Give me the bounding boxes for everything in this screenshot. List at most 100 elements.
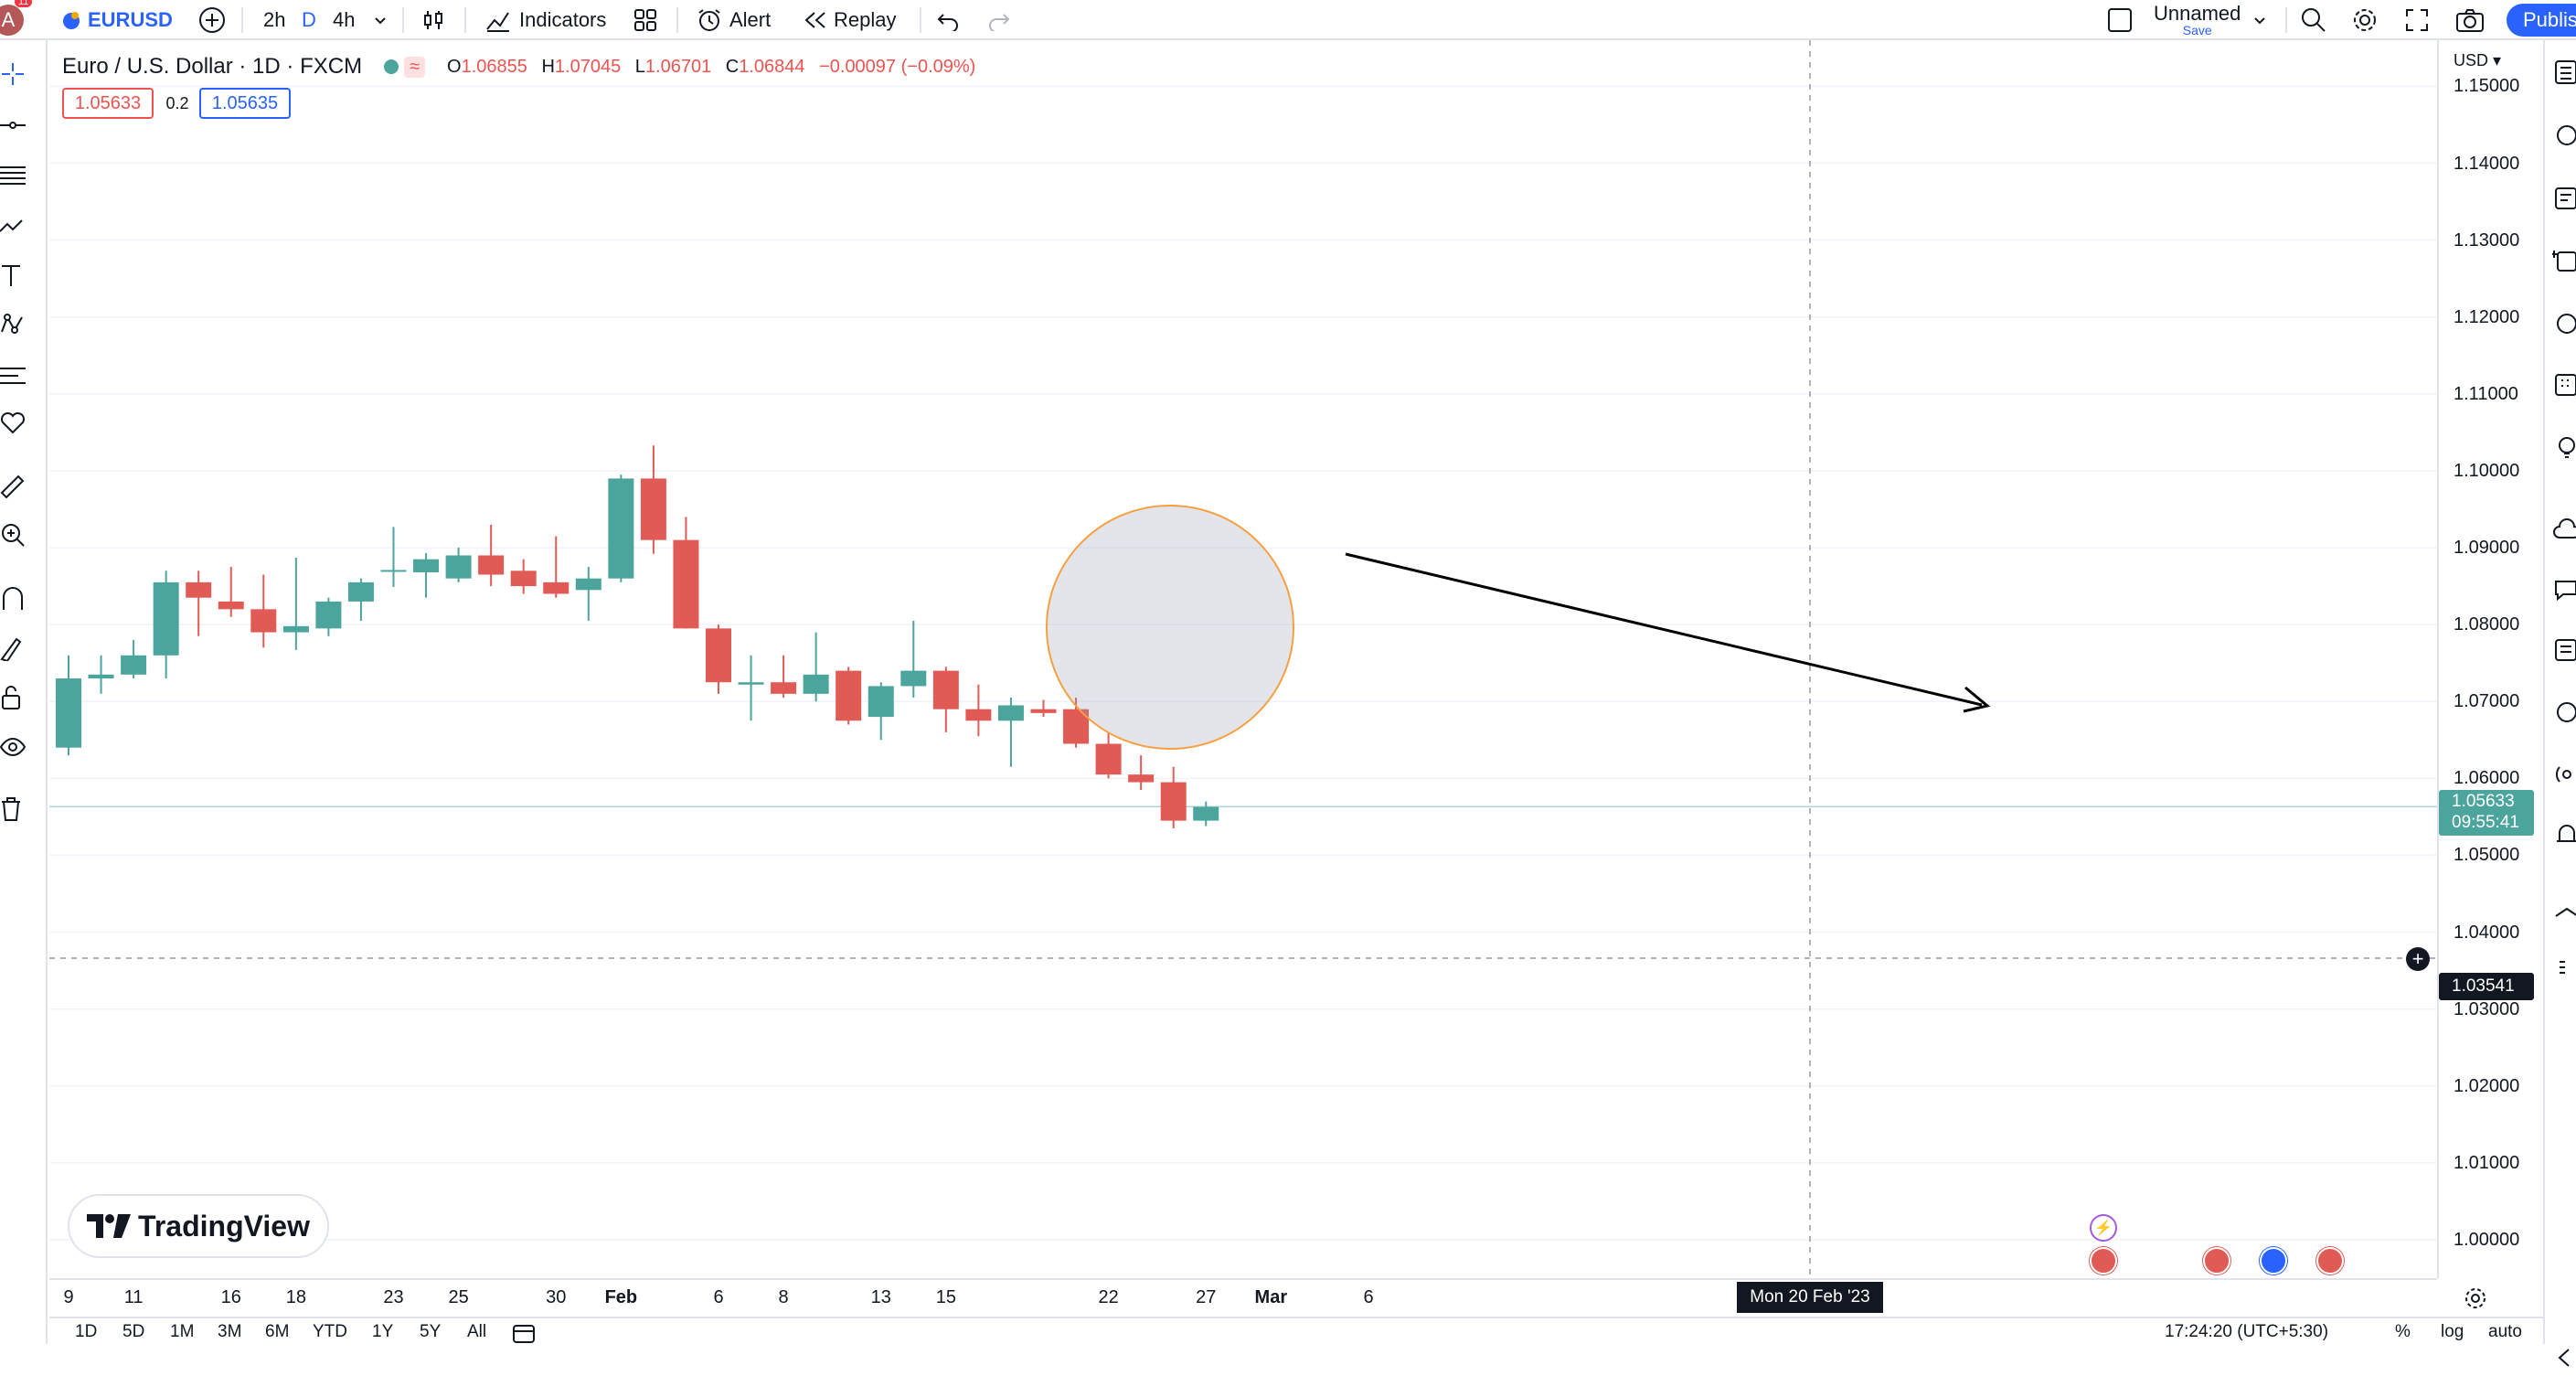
lightning-event-icon[interactable]: ⚡ — [2090, 1214, 2117, 1242]
add-alert-plus-icon[interactable]: + — [2406, 947, 2430, 971]
notes-button[interactable] — [2552, 636, 2576, 667]
range-button[interactable]: 6M — [265, 1322, 290, 1341]
brand-text: TradingView — [138, 1209, 310, 1243]
range-button[interactable]: 5Y — [420, 1322, 442, 1341]
help-button[interactable] — [2552, 699, 2576, 730]
bar-countdown: 09:55:41 — [2452, 813, 2519, 833]
crosshair-tool[interactable] — [0, 60, 26, 88]
chart-settings-button[interactable] — [2463, 1285, 2488, 1316]
settings-button[interactable] — [2351, 0, 2379, 40]
time-tick-label: 25 — [448, 1287, 469, 1307]
candle-body — [186, 581, 212, 598]
candle-body — [282, 625, 309, 633]
range-button[interactable]: 3M — [218, 1322, 242, 1341]
avatar[interactable]: A 11 — [0, 0, 33, 40]
us-flag-event-icon[interactable] — [2090, 1247, 2117, 1275]
hints-button[interactable] — [2552, 433, 2576, 464]
range-button[interactable]: 1Y — [372, 1322, 394, 1341]
hide-tool[interactable] — [0, 733, 26, 761]
alert-button[interactable]: Alert — [697, 0, 771, 40]
eu-flag-event-icon[interactable] — [2260, 1247, 2287, 1275]
script-button[interactable] — [2552, 955, 2576, 986]
templates-button[interactable] — [633, 0, 658, 40]
ideas-button[interactable] — [2552, 309, 2576, 340]
zoom-tool[interactable] — [0, 521, 26, 549]
arrow-annotation-line[interactable] — [1345, 552, 1983, 707]
circle-annotation[interactable] — [1046, 505, 1294, 750]
chart-type-button[interactable] — [420, 0, 446, 40]
candlestick-chart[interactable] — [49, 40, 2437, 1278]
price-axis[interactable]: USD ▾ 1.15000 1.14000 1.13000 1.12000 1.1100… — [2437, 40, 2543, 1278]
trend-line-tool[interactable] — [0, 112, 26, 139]
calendar-button[interactable] — [2552, 247, 2576, 278]
timezone-clock[interactable]: 17:24:20 (UTC+5:30) — [2165, 1322, 2329, 1341]
candle-body — [965, 709, 992, 721]
lightbulb-icon — [2559, 437, 2575, 458]
symbol-search-button[interactable]: EURUSD — [60, 0, 173, 40]
broadcast-button[interactable] — [2552, 761, 2576, 792]
buy-button[interactable]: 1.05635 — [199, 88, 291, 119]
magnet-tool[interactable] — [0, 585, 26, 613]
notifications-button[interactable] — [2552, 821, 2576, 852]
interval-dropdown[interactable] — [373, 0, 388, 40]
range-button[interactable]: 1D — [75, 1322, 98, 1341]
time-axis[interactable]: 9 11 16 18 23 25 30 Feb 6 8 13 15 22 27 Mar 6 Mon 20 Fe… — [49, 1278, 2486, 1317]
search-button[interactable] — [2300, 0, 2327, 40]
indicators-button[interactable]: Indicators — [484, 0, 606, 40]
publish-button[interactable]: Publish — [2507, 0, 2576, 40]
stay-drawing-tool[interactable] — [0, 635, 26, 662]
auto-scale-toggle[interactable]: auto — [2488, 1322, 2522, 1341]
low-label: L — [634, 56, 645, 77]
candle-body — [1128, 774, 1155, 783]
log-scale-toggle[interactable]: log — [2441, 1322, 2464, 1341]
xabcd-tool[interactable] — [0, 311, 26, 338]
tradingview-logo[interactable]: TradingView — [68, 1194, 329, 1258]
favorites-tool[interactable] — [0, 410, 26, 437]
us-flag-event-icon[interactable] — [2203, 1247, 2230, 1275]
alerts-button[interactable] — [2552, 121, 2576, 152]
pattern-icon — [0, 219, 23, 232]
range-button[interactable]: All — [467, 1322, 487, 1341]
interval-d[interactable]: D — [302, 0, 316, 40]
object-tree-button[interactable] — [2552, 900, 2576, 931]
remove-tool[interactable] — [0, 795, 26, 823]
layout-checkbox[interactable] — [2108, 0, 2132, 40]
date-range-button[interactable] — [512, 1322, 536, 1349]
us-flag-event-icon[interactable] — [2316, 1247, 2344, 1275]
streams-button[interactable] — [2552, 576, 2576, 607]
range-button[interactable]: YTD — [313, 1322, 347, 1341]
percent-scale-toggle[interactable]: % — [2395, 1322, 2411, 1341]
lock-tool[interactable] — [0, 684, 26, 711]
fullscreen-button[interactable] — [2404, 0, 2430, 40]
symbol-legend[interactable]: Euro / U.S. Dollar · 1D · FXCM ≈ O1.0685… — [62, 53, 985, 80]
chevron-left-icon — [2558, 1349, 2570, 1367]
watchlist-button[interactable] — [2552, 59, 2576, 90]
redo-button[interactable] — [987, 0, 1011, 40]
fib-tool[interactable] — [0, 161, 26, 188]
data-window-button[interactable] — [2552, 371, 2576, 402]
range-button[interactable]: 5D — [122, 1322, 145, 1341]
price-tick-label: 1.03000 — [2454, 998, 2520, 1019]
interval-4h[interactable]: 4h — [333, 0, 355, 40]
screenshot-button[interactable] — [2455, 0, 2485, 40]
layout-dropdown[interactable] — [2252, 0, 2267, 40]
compare-button[interactable] — [197, 0, 227, 40]
collapse-panel-button[interactable] — [2552, 1344, 2576, 1375]
layout-name-button[interactable]: Unnamed Save — [2154, 0, 2241, 40]
chart-pane[interactable]: Euro / U.S. Dollar · 1D · FXCM ≈ O1.0685… — [49, 40, 2437, 1278]
news-icon — [2555, 187, 2576, 209]
replay-button[interactable]: Replay — [803, 0, 896, 40]
pattern-tool[interactable] — [0, 212, 26, 240]
price-tick-label: 1.12000 — [2454, 306, 2520, 327]
text-tool[interactable] — [0, 261, 26, 289]
alarm-icon — [2557, 125, 2576, 145]
interval-2h[interactable]: 2h — [263, 0, 285, 40]
news-button[interactable] — [2552, 185, 2576, 216]
measure-tool[interactable] — [0, 472, 26, 499]
undo-button[interactable] — [936, 0, 960, 40]
currency-selector[interactable]: USD ▾ — [2454, 51, 2502, 69]
sell-button[interactable]: 1.05633 — [62, 88, 154, 119]
range-button[interactable]: 1M — [170, 1322, 195, 1341]
chats-button[interactable] — [2552, 516, 2576, 547]
prediction-tool[interactable] — [0, 360, 26, 388]
